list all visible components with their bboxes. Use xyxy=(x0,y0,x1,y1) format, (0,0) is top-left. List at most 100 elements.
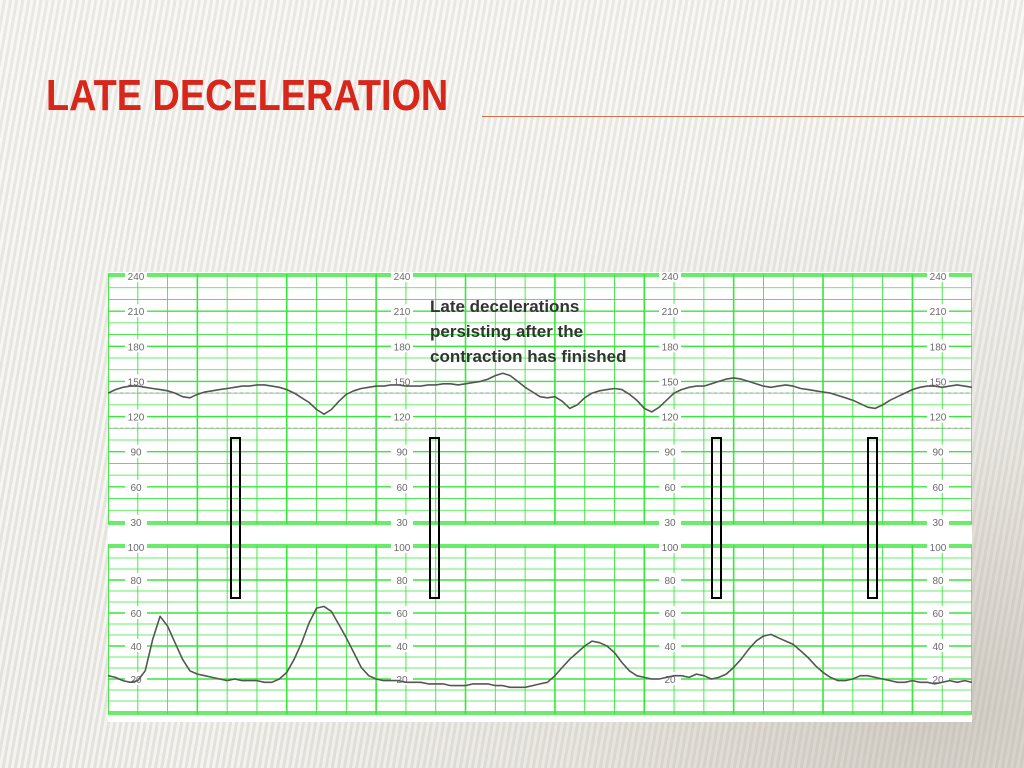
toco-tick-bg xyxy=(927,639,949,652)
toco-tick-bg xyxy=(659,540,681,553)
toco-tick-bg xyxy=(125,540,147,553)
fhr-tick-bg xyxy=(391,515,413,528)
fhr-tick-bg xyxy=(391,269,413,282)
toco-tick-bg xyxy=(391,540,413,553)
toco-tick-bg xyxy=(125,606,147,619)
fhr-tick-bg xyxy=(125,409,147,423)
toco-tick-bg xyxy=(391,639,413,652)
fhr-tick-bg xyxy=(927,409,949,423)
toco-tick-label: 60 xyxy=(396,609,408,620)
annotation-line-2: persisting after the xyxy=(430,322,584,341)
fhr-tick-label: 180 xyxy=(128,342,145,353)
fhr-tick-bg xyxy=(659,444,681,458)
toco-tick-label: 20 xyxy=(396,675,408,686)
toco-tick-label: 40 xyxy=(396,642,408,653)
annotation-text: Late decelerations persisting after the … xyxy=(430,294,690,369)
toco-tick-label: 80 xyxy=(664,576,676,587)
title-underline xyxy=(482,116,1024,117)
toco-tick-bg xyxy=(927,573,949,586)
toco-tick-bg xyxy=(659,606,681,619)
fhr-tick-label: 240 xyxy=(662,272,679,283)
fhr-tick-label: 120 xyxy=(662,413,679,424)
toco-tick-bg xyxy=(391,606,413,619)
fhr-tick-bg xyxy=(927,515,949,528)
fhr-tick-bg xyxy=(927,304,949,318)
fhr-tick-label: 30 xyxy=(932,518,944,529)
toco-tick-bg xyxy=(125,639,147,652)
fhr-tick-bg xyxy=(659,479,681,493)
toco-tick-bg xyxy=(125,573,147,586)
fhr-tick-bg xyxy=(125,479,147,493)
fhr-tick-label: 30 xyxy=(130,518,142,529)
fhr-tick-bg xyxy=(659,409,681,423)
fhr-tick-bg xyxy=(125,374,147,388)
fhr-tick-bg xyxy=(927,374,949,388)
fhr-tick-label: 150 xyxy=(394,377,411,388)
fhr-tick-bg xyxy=(659,304,681,318)
fhr-tick-bg xyxy=(391,339,413,353)
fhr-tick-label: 180 xyxy=(394,342,411,353)
fhr-tick-bg xyxy=(391,444,413,458)
deceleration-markers xyxy=(230,437,878,599)
toco-trace xyxy=(107,605,973,689)
ctg-chart-svg: 240 210 180 150 120 90 60 30 240 210 180 150 120 90 60… xyxy=(107,269,973,715)
toco-tick-bg xyxy=(927,606,949,619)
toco-tick-label: 40 xyxy=(130,642,142,653)
fhr-trace xyxy=(107,372,973,415)
fhr-tick-label: 120 xyxy=(930,413,947,424)
deceleration-marker-1 xyxy=(230,437,241,599)
toco-tick-label: 80 xyxy=(932,576,944,587)
fhr-tick-bg xyxy=(125,515,147,528)
fhr-tick-label: 30 xyxy=(396,518,408,529)
toco-tick-label: 40 xyxy=(664,642,676,653)
chart-grid xyxy=(107,273,973,715)
toco-tick-label: 20 xyxy=(664,675,676,686)
ctg-chart: 240 210 180 150 120 90 60 30 240 210 180 150 120 90 60… xyxy=(107,269,973,722)
fhr-tick-label: 240 xyxy=(394,272,411,283)
chart-traces xyxy=(107,372,973,689)
toco-tick-label: 100 xyxy=(128,543,145,554)
fhr-tick-label: 210 xyxy=(930,307,947,318)
fhr-tick-label: 90 xyxy=(932,448,944,459)
fhr-tick-bg xyxy=(659,269,681,282)
fhr-tick-label: 60 xyxy=(664,483,676,494)
fhr-tick-label: 210 xyxy=(662,307,679,318)
toco-tick-label: 100 xyxy=(662,543,679,554)
toco-tick-label: 20 xyxy=(932,675,944,686)
toco-tick-label: 100 xyxy=(394,543,411,554)
fhr-tick-label: 30 xyxy=(664,518,676,529)
toco-tick-label: 100 xyxy=(930,543,947,554)
toco-tick-label: 80 xyxy=(130,576,142,587)
fhr-tick-bg xyxy=(927,269,949,282)
toco-tick-bg xyxy=(927,540,949,553)
fhr-tick-label: 240 xyxy=(128,272,145,283)
toco-tick-bg xyxy=(659,573,681,586)
toco-tick-label: 60 xyxy=(664,609,676,620)
fhr-tick-label: 180 xyxy=(662,342,679,353)
fhr-tick-label: 180 xyxy=(930,342,947,353)
fhr-tick-label: 150 xyxy=(930,377,947,388)
slide-title: LATE DECELERATION xyxy=(46,71,449,120)
fhr-tick-bg xyxy=(659,374,681,388)
fhr-tick-label: 150 xyxy=(128,377,145,388)
fhr-tick-label: 60 xyxy=(396,483,408,494)
fhr-tick-bg xyxy=(125,339,147,353)
deceleration-marker-3 xyxy=(711,437,722,599)
fhr-tick-bg xyxy=(659,339,681,353)
fhr-tick-bg xyxy=(391,304,413,318)
fhr-tick-bg xyxy=(125,444,147,458)
tick-labels: 240 210 180 150 120 90 60 30 240 210 180 150 120 90 60… xyxy=(125,269,949,686)
fhr-tick-bg xyxy=(927,444,949,458)
fhr-tick-bg xyxy=(927,479,949,493)
fhr-tick-label: 90 xyxy=(664,448,676,459)
deceleration-marker-2 xyxy=(429,437,440,599)
fhr-tick-bg xyxy=(391,409,413,423)
toco-tick-label: 80 xyxy=(396,576,408,587)
toco-frame xyxy=(107,544,973,715)
annotation-line-1: Late decelerations xyxy=(430,297,580,316)
toco-tick-label: 40 xyxy=(932,642,944,653)
toco-tick-label: 60 xyxy=(130,609,142,620)
fhr-tick-bg xyxy=(659,515,681,528)
deceleration-marker-4 xyxy=(867,437,878,599)
fhr-tick-label: 90 xyxy=(396,448,408,459)
